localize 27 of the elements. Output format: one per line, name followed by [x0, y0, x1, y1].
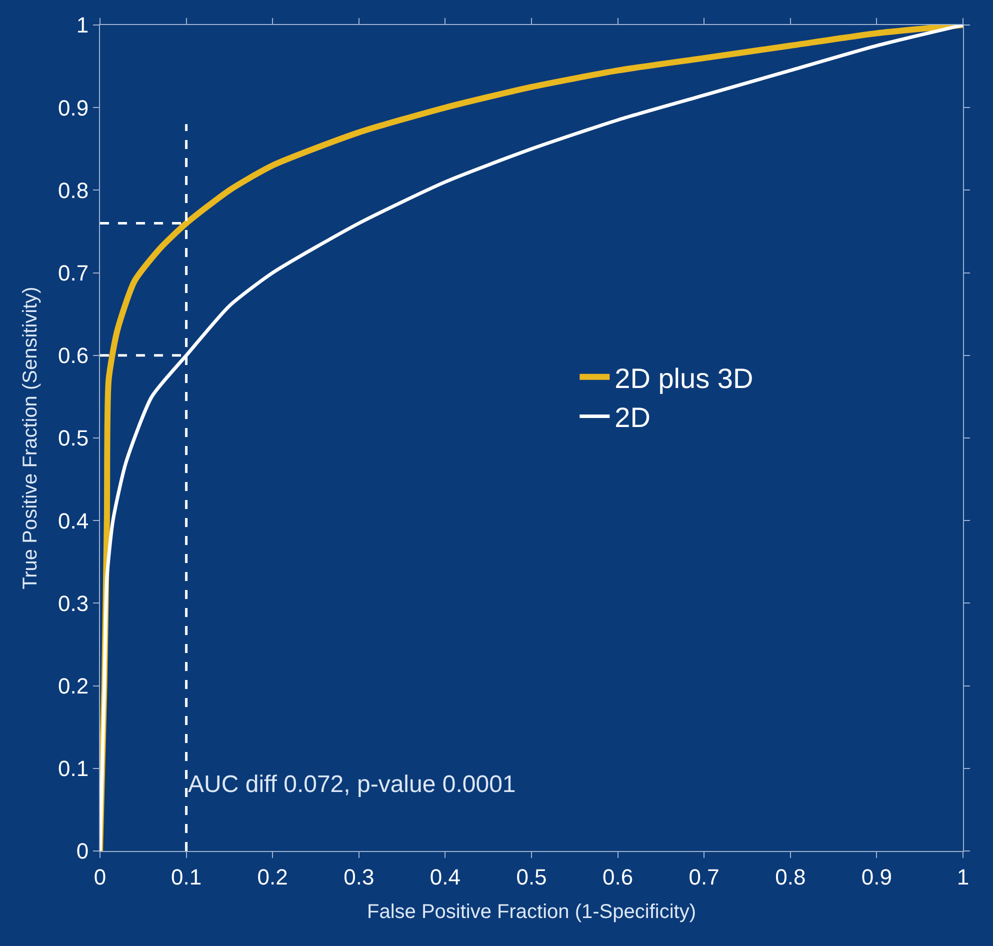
annotation: AUC diff 0.072, p-value 0.0001 [188, 771, 516, 798]
x-tick-label: 0.4 [430, 864, 460, 890]
y-tick-label: 0.9 [58, 95, 89, 120]
x-tick-label: 0.9 [861, 864, 892, 890]
x-tick-label: 0 [94, 864, 106, 890]
x-tick-label: 0.8 [775, 864, 806, 890]
y-tick-label: 0.4 [58, 508, 89, 534]
y-tick-label: 0.3 [58, 590, 89, 616]
x-tick-label: 0.7 [688, 864, 720, 890]
legend-label: 2D plus 3D [614, 362, 754, 394]
x-axis-title: False Positive Fraction (1-Specificity) [367, 900, 696, 923]
x-tick-label: 0.2 [257, 864, 288, 890]
y-tick-label: 0.1 [58, 756, 89, 782]
y-tick-label: 0.7 [58, 260, 89, 286]
x-tick-label: 0.3 [344, 864, 374, 890]
y-tick-label: 0.2 [58, 674, 89, 698]
x-tick-label: 1 [956, 864, 970, 890]
y-tick-label: 0 [76, 838, 89, 864]
y-tick-label: 0.6 [58, 343, 89, 368]
y-tick-label: 1 [76, 12, 89, 38]
y-tick-label: 0.8 [58, 178, 89, 203]
x-tick-label: 0.5 [516, 864, 547, 890]
x-tick-label: 0.1 [171, 864, 202, 890]
legend-label: 2D [614, 402, 650, 434]
y-tick-label: 0.5 [58, 426, 89, 451]
y-axis-title: True Positive Fraction (Sensitivity) [20, 286, 42, 590]
x-tick-label: 0.6 [602, 864, 634, 890]
